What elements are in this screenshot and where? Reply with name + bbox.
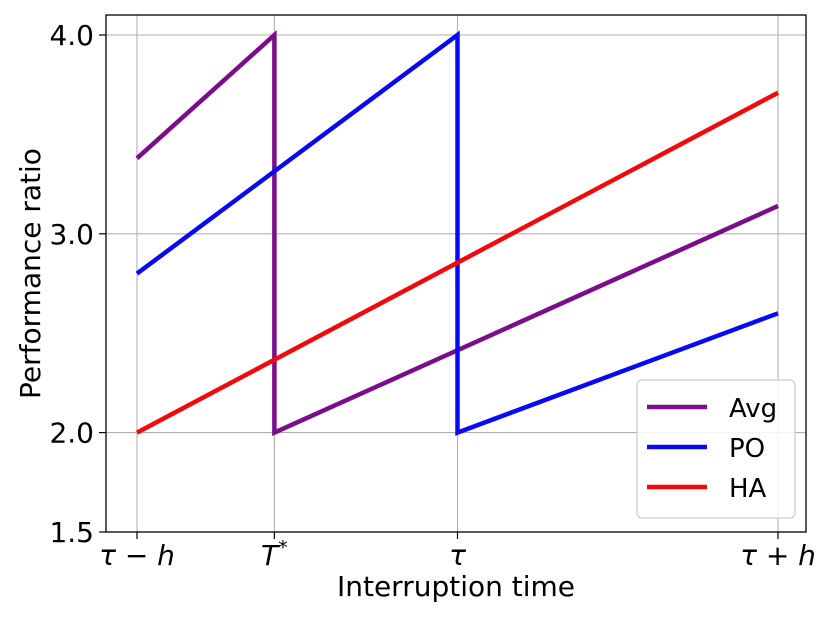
series-line-avg bbox=[135, 29, 779, 437]
x-tick-label: T* bbox=[261, 537, 288, 572]
y-tick-label: 4.0 bbox=[49, 19, 94, 52]
y-tick-label: 2.0 bbox=[49, 417, 94, 450]
x-tick-label: τ bbox=[449, 539, 466, 572]
y-axis-label: Performance ratio bbox=[14, 148, 47, 399]
x-tick-label: τ − h bbox=[99, 539, 175, 572]
legend: Avg PO HA bbox=[636, 379, 796, 519]
series-line-ha bbox=[135, 90, 780, 435]
axis-ticks: τ − h T* τ τ + h 1.5 2.0 3.0 4.0 bbox=[49, 19, 815, 572]
series-lines bbox=[135, 29, 780, 437]
legend-label-po: PO bbox=[729, 434, 765, 464]
x-tick-label: τ + h bbox=[740, 539, 816, 572]
legend-label-avg: Avg bbox=[729, 394, 777, 424]
y-tick-label: 3.0 bbox=[49, 218, 94, 251]
legend-label-ha: HA bbox=[729, 474, 767, 504]
plot-frame bbox=[105, 14, 807, 533]
x-axis-label: Interruption time bbox=[337, 570, 575, 603]
legend-box bbox=[636, 379, 796, 519]
y-tick-label: 1.5 bbox=[49, 516, 94, 549]
series-line-po bbox=[135, 30, 779, 436]
